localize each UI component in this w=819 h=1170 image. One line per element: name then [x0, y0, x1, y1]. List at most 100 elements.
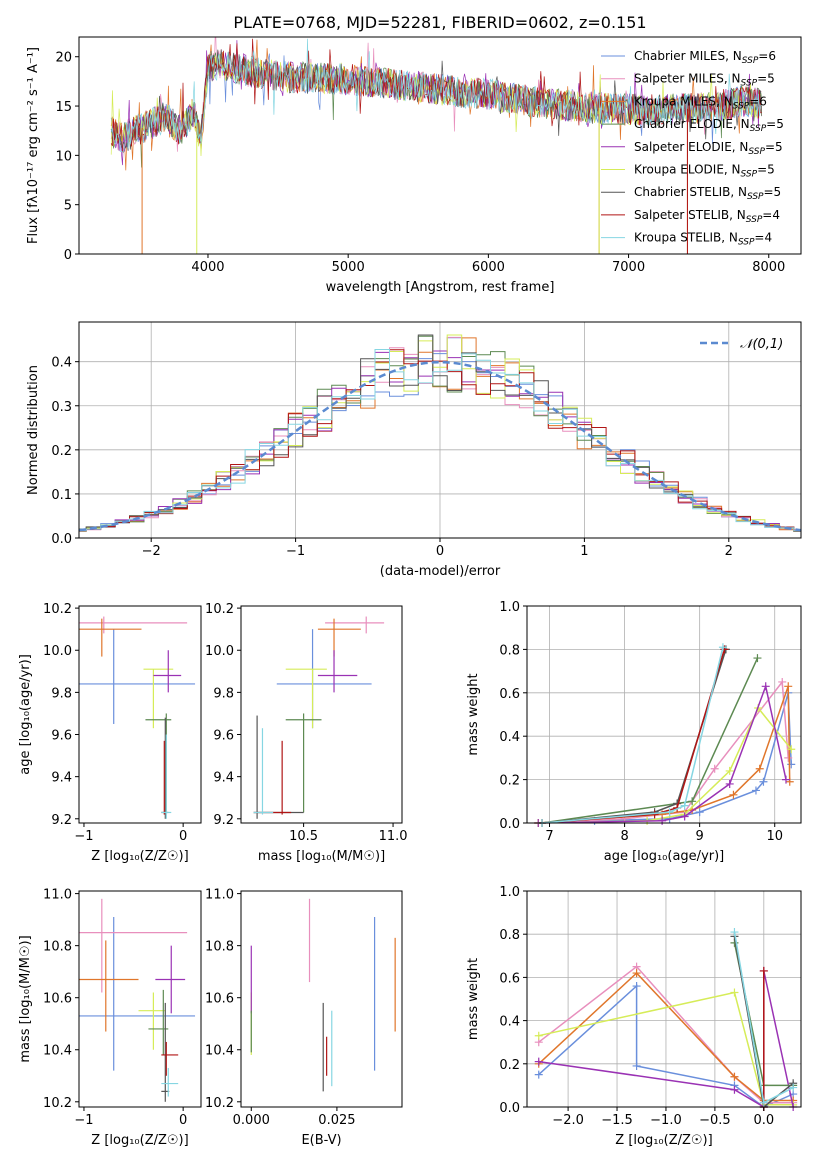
- y-tick-label: 0.0: [499, 817, 520, 832]
- weight-marker: [781, 775, 790, 784]
- error-bar-point: [79, 616, 188, 634]
- weight-line: [541, 647, 724, 824]
- error-bar-point: [285, 713, 322, 813]
- weight-marker: [789, 1083, 798, 1092]
- weight-marker: [784, 753, 793, 762]
- weight-line: [538, 686, 791, 824]
- y-tick-label: 9.6: [51, 729, 72, 744]
- weight-marker: [632, 982, 641, 991]
- axes-frame: [240, 890, 403, 1108]
- x-axis-label: age [log₁₀(age/yr)]: [604, 849, 725, 864]
- x-tick-label: −2.0: [552, 1113, 584, 1128]
- y-axis-label: mass weight: [466, 673, 481, 755]
- y-tick-label: 10.0: [205, 644, 234, 659]
- error-bar-point: [79, 917, 196, 1071]
- weight-marker: [778, 677, 787, 686]
- weight-marker: [784, 682, 793, 691]
- weight-series: [534, 688, 796, 827]
- error-bar-point: [317, 650, 358, 693]
- y-tick-label: 0.0: [51, 532, 72, 547]
- weight-marker: [534, 1057, 543, 1066]
- spectrum-line: [110, 37, 762, 152]
- x-tick-label: 9: [696, 829, 704, 844]
- x-axis-label: E(B-V): [301, 1133, 341, 1148]
- weight-marker: [761, 682, 770, 691]
- x-tick-label: 10: [766, 829, 783, 844]
- weight-marker: [725, 766, 734, 775]
- weight-marker: [753, 654, 762, 663]
- axes-frame: [78, 36, 802, 255]
- legend-label: Chabrier STELIB, NSSP=5: [634, 185, 781, 202]
- y-tick-label: 0.1: [51, 488, 72, 503]
- y-tick-label: 9.4: [51, 771, 72, 786]
- y-axis-label: mass [log₁₀(M/M☉)]: [18, 935, 33, 1062]
- y-tick-label: 11.0: [205, 888, 234, 903]
- x-tick-label: −1: [74, 829, 93, 844]
- x-tick-label: 5000: [332, 260, 365, 275]
- weight-series: [534, 677, 793, 827]
- weight-marker: [534, 1070, 543, 1079]
- y-tick-label: 10: [55, 149, 72, 164]
- x-tick-label: 0.000: [233, 1113, 270, 1128]
- weight-marker: [725, 779, 734, 788]
- y-tick-label: 10.2: [205, 602, 234, 617]
- error-bar-point: [161, 734, 172, 819]
- y-tick-label: 9.6: [213, 729, 234, 744]
- y-tick-label: 9.8: [213, 686, 234, 701]
- axes-frame: [78, 890, 202, 1108]
- y-axis-label: Normed distribution: [26, 365, 41, 495]
- x-tick-label: 10.5: [289, 829, 318, 844]
- y-tick-label: 5: [64, 199, 72, 214]
- y-tick-label: 0.4: [51, 356, 72, 371]
- error-bar-point: [79, 898, 188, 993]
- weight-marker: [787, 760, 796, 769]
- legend-label: Chabrier ELODIE, NSSP=5: [634, 117, 784, 134]
- weight-marker: [730, 1072, 739, 1081]
- y-tick-label: 0.0: [499, 1101, 520, 1116]
- y-tick-label: 9.8: [51, 686, 72, 701]
- y-tick-label: 9.4: [213, 771, 234, 786]
- legend-label: Salpeter STELIB, NSSP=4: [634, 208, 780, 225]
- y-tick-label: 10.4: [43, 1044, 72, 1059]
- x-tick-label: 0: [179, 829, 187, 844]
- y-axis-label: mass weight: [466, 958, 481, 1040]
- x-tick-label: −2: [142, 544, 161, 559]
- x-tick-label: 0.0: [753, 1113, 774, 1128]
- weight-marker: [751, 786, 760, 795]
- weight-marker: [688, 797, 697, 806]
- histogram-step: [79, 349, 801, 532]
- error-bar-point: [79, 940, 139, 1032]
- x-tick-label: 11.0: [379, 829, 408, 844]
- y-tick-label: 0.2: [51, 444, 72, 459]
- x-tick-label: 0.025: [318, 1113, 355, 1128]
- y-axis-label: Flux [fλ10⁻¹⁷ erg cm⁻² s⁻¹ A⁻¹]: [26, 47, 41, 244]
- weight-line: [538, 692, 792, 824]
- y-tick-label: 10.6: [43, 992, 72, 1007]
- x-axis-label: Z [log₁₀(Z/Z☉)]: [91, 1133, 188, 1148]
- y-tick-label: 0.8: [499, 928, 520, 943]
- y-tick-label: 0: [64, 248, 72, 263]
- y-tick-label: 0.6: [499, 971, 520, 986]
- weight-marker: [718, 643, 727, 652]
- histogram-step: [79, 337, 801, 532]
- y-tick-label: 0.2: [499, 774, 520, 789]
- weight-marker: [632, 969, 641, 978]
- weight-marker: [534, 1031, 543, 1040]
- legend-label: 𝒩(0,1): [740, 337, 783, 352]
- axes-frame: [78, 605, 202, 824]
- x-tick-label: 6000: [472, 260, 505, 275]
- y-axis-label: age [log₁₀(age/yr)]: [18, 654, 33, 775]
- axes-frame: [240, 605, 403, 824]
- weight-marker: [680, 801, 689, 810]
- y-tick-label: 9.2: [213, 813, 234, 828]
- weight-marker: [680, 812, 689, 821]
- x-tick-label: −1.5: [601, 1113, 633, 1128]
- x-axis-label: wavelength [Angstrom, rest frame]: [326, 280, 555, 295]
- histogram-step: [79, 334, 801, 532]
- error-bar-point: [253, 715, 304, 819]
- y-tick-label: 10.2: [43, 1096, 72, 1111]
- weight-marker: [632, 1061, 641, 1070]
- chart-title: PLATE=0768, MJD=52281, FIBERID=0602, z=0…: [233, 13, 646, 32]
- weight-marker: [755, 764, 764, 773]
- y-tick-label: 10.2: [205, 1096, 234, 1111]
